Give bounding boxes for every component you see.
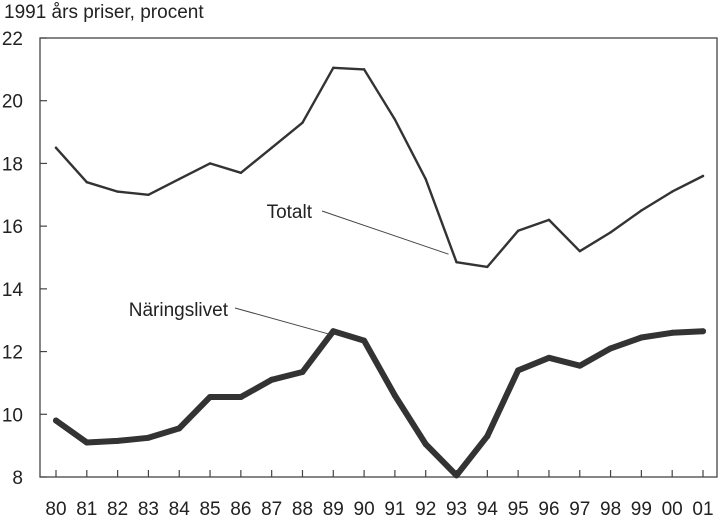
chart-series	[53, 66, 706, 479]
x-tick-label: 80	[45, 499, 66, 520]
data-point-totalt	[486, 265, 489, 269]
data-point-n-ringslivet	[176, 425, 183, 432]
x-tick-label: 95	[508, 499, 529, 520]
data-point-totalt	[393, 118, 397, 121]
annotation-label: Totalt	[267, 202, 313, 223]
data-point-totalt	[362, 68, 366, 71]
data-point-totalt	[701, 174, 705, 178]
data-point-n-ringslivet	[576, 362, 583, 369]
x-tick-label: 91	[384, 499, 405, 520]
data-point-n-ringslivet	[53, 417, 59, 424]
chart-ticks: 8 10 12 14 16 18 20 22 80 81 82 83 84 85 86 87 88 89 90 91 9…	[2, 29, 714, 520]
x-tick-label: 84	[169, 499, 191, 520]
x-tick-label: 87	[261, 499, 282, 520]
data-point-totalt	[208, 162, 212, 165]
x-tick-label: 88	[292, 499, 313, 520]
x-tick-label: 01	[692, 499, 713, 520]
data-point-n-ringslivet	[422, 441, 429, 448]
x-tick-label: 90	[354, 499, 375, 520]
annotation-leader-line	[321, 210, 449, 255]
x-tick-label: 86	[230, 499, 251, 520]
data-point-totalt	[578, 250, 581, 253]
y-tick-label: 8	[12, 468, 23, 489]
data-point-n-ringslivet	[391, 392, 398, 399]
data-point-n-ringslivet	[114, 437, 121, 444]
data-point-n-ringslivet	[545, 354, 552, 361]
chart-axes	[39, 37, 718, 478]
x-tick-label: 92	[415, 499, 436, 520]
data-point-totalt	[516, 229, 520, 233]
y-tick-label: 14	[2, 280, 24, 301]
data-point-n-ringslivet	[484, 433, 491, 440]
x-tick-label: 98	[600, 499, 621, 520]
x-tick-label: 85	[199, 499, 220, 520]
annotation-leader-line	[234, 307, 330, 335]
y-tick-label: 22	[2, 29, 23, 50]
data-point-totalt	[178, 177, 181, 181]
data-point-totalt	[424, 177, 427, 181]
x-tick-label: 96	[538, 499, 559, 520]
data-point-n-ringslivet	[607, 345, 614, 352]
y-tick-label: 18	[2, 154, 23, 175]
y-tick-label: 16	[2, 217, 23, 238]
x-tick-label: 00	[662, 499, 683, 520]
x-tick-label: 82	[107, 499, 128, 520]
x-tick-label: 94	[477, 499, 499, 520]
data-point-n-ringslivet	[83, 439, 90, 446]
y-tick-label: 10	[2, 405, 23, 426]
data-point-totalt	[301, 121, 304, 124]
data-point-n-ringslivet	[515, 367, 522, 374]
data-point-totalt	[270, 146, 273, 149]
x-tick-label: 81	[76, 499, 97, 520]
data-point-totalt	[147, 193, 150, 196]
data-point-n-ringslivet	[638, 334, 645, 341]
data-point-totalt	[609, 231, 612, 234]
series-line-n-ringslivet	[53, 328, 706, 479]
data-point-n-ringslivet	[299, 368, 306, 375]
data-point-totalt	[116, 190, 119, 193]
data-point-n-ringslivet	[361, 337, 368, 344]
x-tick-label: 97	[569, 499, 590, 520]
data-point-n-ringslivet	[669, 329, 676, 336]
x-tick-label: 89	[323, 499, 344, 520]
x-tick-label: 83	[138, 499, 159, 520]
data-point-totalt	[85, 181, 89, 184]
data-point-totalt	[455, 261, 458, 264]
data-point-n-ringslivet	[237, 394, 244, 401]
data-point-totalt	[239, 171, 243, 175]
data-point-n-ringslivet	[207, 394, 214, 401]
data-point-totalt	[670, 190, 674, 193]
y-tick-label: 20	[2, 92, 23, 113]
plot-frame	[39, 37, 718, 478]
data-point-totalt	[547, 218, 551, 222]
y-unit-label: 1991 års priser, procent	[4, 2, 204, 23]
data-point-n-ringslivet	[700, 328, 706, 335]
x-tick-label: 93	[446, 499, 467, 520]
data-point-totalt	[640, 209, 643, 212]
y-tick-label: 12	[2, 343, 23, 364]
data-point-n-ringslivet	[330, 328, 337, 335]
chart-annotations: Totalt Näringslivet	[129, 202, 449, 335]
annotation-label: Näringslivet	[129, 300, 229, 321]
data-point-n-ringslivet	[453, 472, 460, 479]
data-point-n-ringslivet	[145, 434, 152, 441]
series-line-totalt	[54, 66, 705, 269]
data-point-totalt	[54, 146, 58, 149]
data-point-n-ringslivet	[268, 376, 275, 383]
x-tick-label: 99	[631, 499, 652, 520]
data-point-totalt	[332, 66, 335, 69]
